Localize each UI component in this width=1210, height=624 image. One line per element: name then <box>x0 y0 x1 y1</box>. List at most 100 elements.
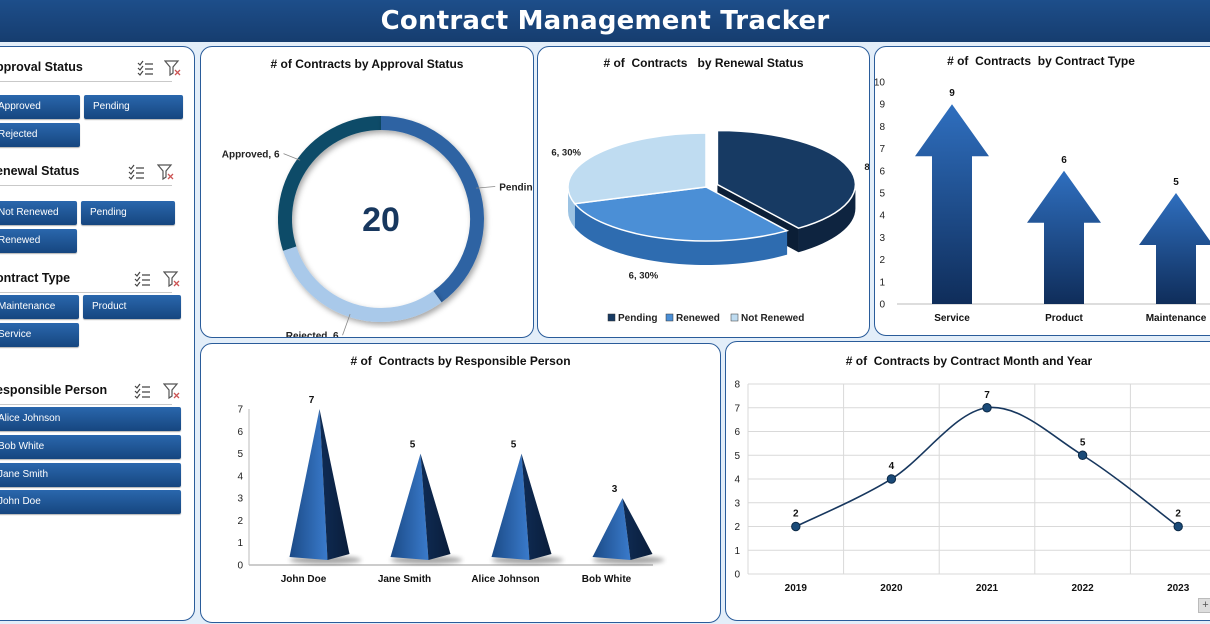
chart-title: # of Contracts by Renewal Status <box>603 56 804 70</box>
renewal-status-chart-card: # of Contracts by Renewal Status 8, 40% 6… <box>537 46 870 338</box>
slicer-item-approved[interactable]: Approved <box>0 95 80 119</box>
y-tick-label: 9 <box>879 100 885 111</box>
clear-filter-icon[interactable] <box>163 271 181 288</box>
y-tick-label: 6 <box>879 166 885 177</box>
pyramid-bar-jane-smith <box>390 453 429 560</box>
pie-side-renewed <box>574 203 788 265</box>
slicer-title: Contract Type <box>0 271 71 285</box>
center-total-label: 20 <box>362 201 400 239</box>
x-tick-label: Maintenance <box>1146 313 1207 324</box>
y-tick-label: 3 <box>879 233 885 244</box>
doughnut-slice-rejected <box>283 246 442 322</box>
slicer-item-maintenance[interactable]: Maintenance <box>0 295 79 319</box>
pyramid-side-john-doe <box>319 409 350 560</box>
y-tick-label: 2 <box>237 516 243 527</box>
slicer-item-rejected[interactable]: Rejected <box>0 123 80 147</box>
slicer-item-service[interactable]: Service <box>0 323 79 347</box>
slicer-item-jane-smith[interactable]: Jane Smith <box>0 463 181 487</box>
y-tick-label: 5 <box>879 189 885 200</box>
pyramid-side-alice-johnson <box>521 453 552 560</box>
slicer-title: Approval Status <box>0 60 83 74</box>
slicer-item-pending[interactable]: Pending <box>81 201 175 225</box>
add-icon[interactable]: + <box>1198 598 1210 613</box>
slicer-panel: Approval Status Approved Pending Rejecte… <box>0 46 195 621</box>
arrow-bar-product <box>1027 170 1101 304</box>
pie-slice-not-renewed <box>567 132 707 205</box>
multi-select-icon[interactable] <box>137 60 154 76</box>
pyramid-bar-john-doe <box>289 409 328 560</box>
x-tick-label: Bob White <box>582 574 632 585</box>
y-tick-label: 2 <box>734 522 740 533</box>
pyramid-bar-bob-white <box>592 498 631 560</box>
slicer-item-alice-johnson[interactable]: Alice Johnson <box>0 407 181 431</box>
multi-select-icon[interactable] <box>128 164 145 180</box>
slicer-header: Approval Status <box>0 57 181 82</box>
slicer-item-bob-white[interactable]: Bob White <box>0 435 181 459</box>
y-tick-label: 0 <box>237 561 243 572</box>
approval-status-chart-card: # of Contracts by Approval Status 20 Appr… <box>200 46 534 338</box>
slicer-responsible-person: Responsible Person Alice Johnson Bob Whi… <box>0 380 182 514</box>
data-label: 7 <box>309 395 315 406</box>
multi-select-icon[interactable] <box>134 271 151 287</box>
y-tick-label: 4 <box>237 471 243 482</box>
data-label: Approved, 6 <box>222 150 280 161</box>
slicer-item-not-renewed[interactable]: Not Renewed <box>0 201 77 225</box>
slicer-item-pending[interactable]: Pending <box>84 95 183 119</box>
x-tick-label: 2023 <box>1167 583 1190 594</box>
doughnut-slice-approved <box>278 116 382 251</box>
legend-label-renewed: Renewed <box>676 313 720 324</box>
y-tick-label: 6 <box>734 427 740 438</box>
data-point <box>1173 521 1183 532</box>
x-tick-label: Product <box>1045 313 1083 324</box>
slicer-header: Contract Type <box>0 268 180 293</box>
y-tick-label: 1 <box>879 277 885 288</box>
chart-title: # of Contracts by Contract Type <box>947 54 1135 68</box>
slicer-renewal-status: Renewal Status Not Renewed Pending Renew… <box>0 161 182 253</box>
month-year-chart-card: # of Contracts by Contract Month and Yea… <box>725 341 1210 621</box>
chart-title: # of Contracts by Approval Status <box>270 57 464 71</box>
slicer-item-product[interactable]: Product <box>83 295 181 319</box>
approval-status-doughnut: 20 Approved, 6 Pending, 8 Rejected, 6 <box>222 116 533 338</box>
legend-marker-not-renewed <box>730 313 739 322</box>
clear-filter-icon[interactable] <box>163 383 181 400</box>
clear-filter-icon[interactable] <box>164 60 182 77</box>
x-tick-label: 2020 <box>880 583 903 594</box>
data-point <box>791 521 801 532</box>
responsible-person-pyramid-chart: 0 1 2 3 4 5 6 7 7 John Doe 5 Jane Smith 5 Alice Johns… <box>237 395 665 585</box>
slicer-item-renewed[interactable]: Renewed <box>0 229 77 253</box>
data-label: 6 <box>1061 155 1067 166</box>
x-tick-label: 2022 <box>1071 583 1094 594</box>
data-point <box>886 474 897 484</box>
clear-filter-icon[interactable] <box>157 164 175 181</box>
x-tick-label: 2019 <box>785 583 808 594</box>
y-tick-label: 5 <box>237 449 243 460</box>
x-tick-label: Service <box>934 313 970 324</box>
multi-select-icon[interactable] <box>134 383 151 399</box>
contract-type-chart-card: # of Contracts by Contract Type 0 1 2 3 4 5 6 7… <box>874 46 1210 336</box>
pyramid-side-jane-smith <box>420 453 451 560</box>
arrow-bar-maintenance <box>1139 193 1210 304</box>
y-tick-label: 5 <box>734 451 740 462</box>
y-tick-label: 6 <box>237 427 243 438</box>
legend-marker-pending <box>607 313 616 322</box>
contract-type-arrow-chart: 0 1 2 3 4 5 6 7 8 9 10 9 Service 6 Product 5 Maintenance <box>875 78 1210 324</box>
arrow-bar-service <box>915 104 989 304</box>
y-tick-label: 7 <box>879 144 885 155</box>
data-point <box>1077 450 1088 460</box>
slicer-approval-status: Approval Status Approved Pending Rejecte… <box>0 57 183 147</box>
data-label: 5 <box>1080 437 1086 448</box>
x-tick-label: Jane Smith <box>378 574 431 585</box>
month-year-line-chart: 0 1 2 3 4 5 6 7 8 2 2019 4 2020 7 2021 5 2022 2 2023 <box>734 380 1210 594</box>
data-label: Rejected, 6 <box>286 331 339 338</box>
data-label: 2 <box>793 509 799 520</box>
pyramid-bar-alice-johnson <box>491 453 530 560</box>
slicer-item-john-doe[interactable]: John Doe <box>0 490 181 514</box>
leader-line <box>283 153 301 161</box>
data-label: 6, 30% <box>629 271 659 282</box>
slicer-contract-type: Contract Type Maintenance Product Servic… <box>0 268 182 347</box>
y-tick-label: 1 <box>734 546 740 557</box>
y-tick-label: 7 <box>734 403 740 414</box>
slicer-title: Renewal Status <box>0 164 80 178</box>
dashboard-header: Contract Management Tracker <box>0 0 1210 42</box>
y-tick-label: 0 <box>879 300 885 311</box>
